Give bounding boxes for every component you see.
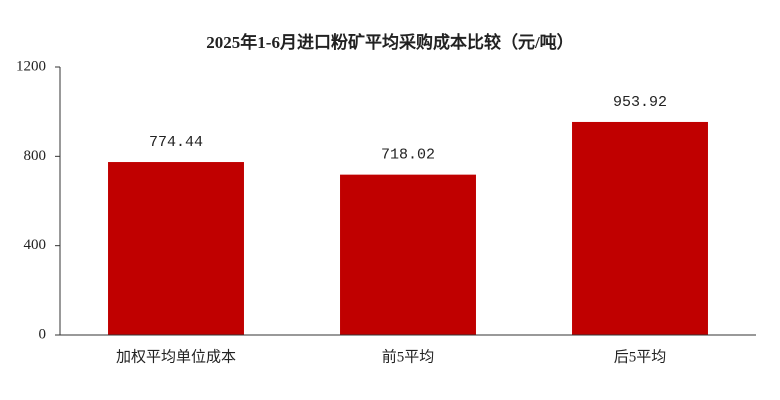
y-tick-label: 0 <box>39 326 47 342</box>
bar <box>572 121 708 336</box>
bar <box>340 174 476 335</box>
y-tick-label: 1200 <box>16 58 46 74</box>
bar <box>108 162 244 335</box>
y-tick-label: 800 <box>24 148 47 164</box>
x-tick-label: 前5平均 <box>382 348 435 365</box>
x-tick-label: 后5平均 <box>614 348 667 365</box>
chart-title: 2025年1-6月进口粉矿平均采购成本比较（元/吨） <box>206 32 573 52</box>
value-label: 953.92 <box>613 94 667 111</box>
value-label: 718.02 <box>381 147 435 164</box>
value-label: 774.44 <box>149 134 203 151</box>
x-tick-label: 加权平均单位成本 <box>116 348 236 365</box>
y-tick-label: 400 <box>24 237 47 253</box>
